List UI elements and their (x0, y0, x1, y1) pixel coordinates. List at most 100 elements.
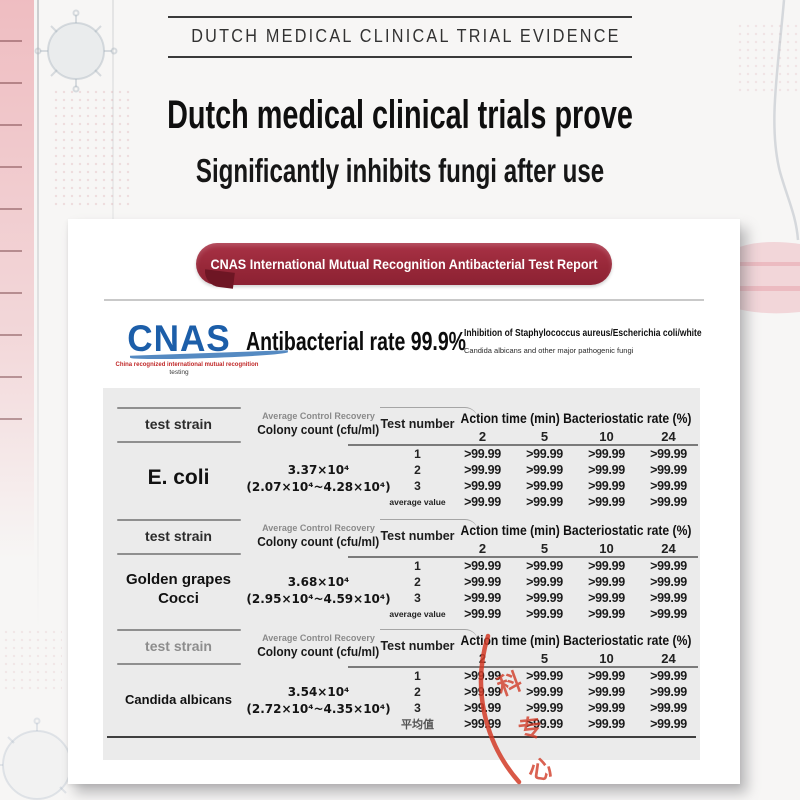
strain-name: Golden grapes Cocci (104, 558, 254, 622)
bacteriostatic-rate-value: >99.99 (464, 559, 501, 573)
colony-count-average: 3.54×10⁴ (287, 684, 350, 699)
bacteriostatic-rate-value: >99.99 (526, 559, 563, 573)
stamp-character: 专 (517, 714, 544, 744)
recovery-header-line-1: Average Control Recovery (262, 523, 375, 533)
colony-count-average: 3.37×10⁴ (287, 462, 350, 477)
bacteriostatic-rate-value: >99.99 (464, 495, 501, 509)
test-number-value: 1 (414, 669, 421, 683)
bacteriostatic-rate-value: >99.99 (588, 495, 625, 509)
colony-count: 3.54×10⁴ (2.72×10⁴~4.35×10⁴) (246, 668, 390, 732)
scope-text-block: Inhibition of Staphylococcus aureus/Esch… (464, 328, 718, 355)
bacteriostatic-rate-value: >99.99 (650, 479, 687, 493)
test-number-value: average value (389, 609, 446, 619)
bacteriostatic-rate-value: >99.99 (650, 669, 687, 683)
action-time-tick: 10 (599, 540, 614, 556)
recovery-header-line-2: Colony count (cfu/ml) (257, 645, 380, 659)
column-header-action-time: Action time (min) Bacteriostatic rate (%… (347, 624, 700, 668)
glass-tube-edge (37, 0, 39, 630)
bacteriostatic-rate-value: >99.99 (588, 447, 625, 461)
bacteriostatic-rate-value: >99.99 (464, 575, 501, 589)
bacteriostatic-rate-value: >99.99 (588, 463, 625, 477)
headline: Dutch medical clinical trials prove (167, 93, 633, 137)
bacteriostatic-rate-value: >99.99 (588, 717, 625, 731)
action-time-tick: 10 (599, 428, 614, 444)
column-header-recovery: Average Control Recovery Colony count (cf… (254, 514, 384, 558)
bacteriostatic-rate-value: >99.99 (588, 575, 625, 589)
action-time-tick: 24 (661, 428, 676, 444)
column-header-recovery: Average Control Recovery Colony count (cf… (254, 402, 384, 446)
scope-line-1: Inhibition of Staphylococcus aureus/Esch… (464, 328, 702, 339)
action-time-tick: 24 (661, 540, 676, 556)
bacteriostatic-rate-value: >99.99 (588, 591, 625, 605)
banner-title: DUTCH MEDICAL CLINICAL TRIAL EVIDENCE (191, 26, 621, 46)
strain-name: Candida albicans (104, 668, 254, 732)
column-header-action-time: Action time (min) Bacteriostatic rate (%… (347, 402, 700, 446)
bacteriostatic-rate-value: >99.99 (650, 463, 687, 477)
bacteriostatic-rate-value: >99.99 (650, 447, 687, 461)
test-report-table: test strain Average Control Recovery Colon… (103, 388, 700, 760)
bacteriostatic-rate-value: >99.99 (526, 447, 563, 461)
bacteriostatic-rate-value: >99.99 (464, 447, 501, 461)
banner-top-line (168, 16, 632, 18)
bacteriostatic-rate-value: >99.99 (588, 607, 625, 621)
red-seal-stamp: 科专心 (478, 633, 555, 785)
bacteriostatic-rate-value: >99.99 (650, 559, 687, 573)
action-time-tick: 2 (478, 428, 487, 444)
banner-bottom-line (168, 56, 632, 58)
column-header-test-number: Test number (379, 402, 478, 446)
bacteriostatic-rate-value: >99.99 (526, 591, 563, 605)
table-section-candida-albicans: test strain Average Control Recovery Colon… (104, 624, 700, 732)
strain-name-line: Cocci (158, 590, 199, 607)
subheadline: Significantly inhibits fungi after use (195, 152, 605, 189)
bacteriostatic-rate-value: >99.99 (464, 591, 501, 605)
colony-count-range: (2.95×10⁴~4.59×10⁴) (246, 591, 391, 606)
certification-row: CNAS China recognized international mutu… (104, 314, 714, 386)
action-time-tick: 5 (540, 428, 549, 444)
bacteriostatic-rate-value: >99.99 (526, 575, 563, 589)
bacteriostatic-rate-value: >99.99 (588, 479, 625, 493)
bacteriostatic-rate-value: >99.99 (650, 591, 687, 605)
test-number-value: 1 (414, 447, 421, 461)
cnas-logo-block: CNAS China recognized international mutu… (110, 320, 289, 376)
cylinder-tick-marks (0, 0, 22, 430)
bacteriostatic-rate-value: >99.99 (464, 463, 501, 477)
cnas-tagline-2: testing (169, 369, 189, 376)
dot-pattern-decor (2, 628, 62, 690)
bacteriostatic-rate-value: >99.99 (464, 717, 501, 731)
strain-name-line: Candida albicans (125, 691, 232, 707)
recovery-header-line-2: Colony count (cfu/ml) (257, 535, 380, 549)
action-time-tick: 5 (540, 540, 549, 556)
bacteriostatic-rate-value: >99.99 (526, 669, 563, 683)
bacteriostatic-rate-value: >99.99 (526, 717, 563, 731)
test-number-value: 2 (414, 463, 421, 477)
test-number-value: 2 (414, 575, 421, 589)
column-header-test-strain: test strain (104, 402, 254, 446)
cnas-tagline: China recognized international mutual re… (115, 361, 259, 368)
recovery-header-line-1: Average Control Recovery (262, 411, 375, 421)
table-bottom-rule (107, 736, 696, 738)
dot-pattern-decor (736, 22, 798, 94)
bacteriostatic-rate-value: >99.99 (526, 463, 563, 477)
bacteriostatic-rate-value: >99.99 (526, 495, 563, 509)
test-number-value: average value (389, 497, 446, 507)
test-number-value: 2 (414, 685, 421, 699)
bacteriostatic-rate-value: >99.99 (650, 701, 687, 715)
column-header-test-strain: test strain (104, 514, 254, 558)
bacteriostatic-rate-value: >99.99 (526, 701, 563, 715)
bacteriostatic-rate-value: >99.99 (650, 495, 687, 509)
action-time-tick: 10 (599, 650, 614, 666)
graduated-cylinder-decor (0, 0, 34, 560)
bacteriostatic-rate-value: >99.99 (526, 479, 563, 493)
test-number-value: 3 (414, 591, 421, 605)
strain-name-line: Golden grapes (125, 571, 232, 589)
bacteriostatic-rate-value: >99.99 (588, 559, 625, 573)
action-time-label: Action time (min) Bacteriostatic rate (%… (460, 523, 691, 538)
stamp-character: 科 (494, 668, 526, 702)
action-time-tick: 5 (540, 650, 549, 666)
recovery-header-line-1: Average Control Recovery (262, 633, 375, 643)
column-header-test-number: Test number (379, 514, 478, 558)
test-number-value: 平均值 (401, 718, 434, 731)
top-banner: DUTCH MEDICAL CLINICAL TRIAL EVIDENCE (168, 16, 632, 58)
table-section-golden-grapes-cocci: test strain Average Control Recovery Colon… (104, 514, 700, 622)
